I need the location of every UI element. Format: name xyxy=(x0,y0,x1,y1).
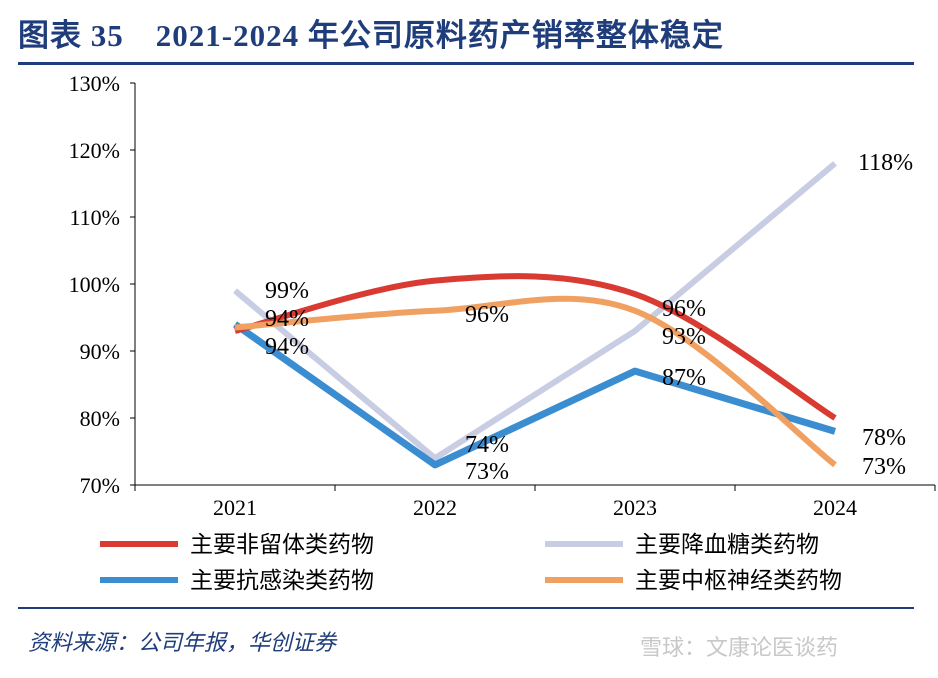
data-label: 87% xyxy=(662,365,706,391)
x-tick-label: 2021 xyxy=(213,495,257,520)
data-label: 73% xyxy=(862,454,906,480)
y-tick-label: 70% xyxy=(80,473,120,498)
title-rule xyxy=(18,62,914,65)
data-label: 96% xyxy=(465,302,509,328)
y-tick-label: 110% xyxy=(69,205,120,230)
legend-label: 主要中枢神经类药物 xyxy=(635,568,842,594)
data-label: 73% xyxy=(465,459,509,485)
source-rule xyxy=(18,607,914,609)
figure-title: 图表 35 2021-2024 年公司原料药产销率整体稳定 xyxy=(18,18,724,53)
y-tick-label: 90% xyxy=(80,339,120,364)
legend-label: 主要非留体类药物 xyxy=(190,532,374,558)
x-tick-label: 2023 xyxy=(613,495,657,520)
legend-label: 主要抗感染类药物 xyxy=(190,568,374,594)
series-line-2 xyxy=(232,321,837,469)
x-tick-label: 2022 xyxy=(413,495,457,520)
y-tick-label: 120% xyxy=(69,138,120,163)
y-tick-label: 100% xyxy=(69,272,120,297)
data-label: 78% xyxy=(862,425,906,451)
data-label: 96% xyxy=(662,296,706,322)
data-label: 99% xyxy=(265,278,309,304)
series-line-1 xyxy=(233,161,837,462)
data-label: 94% xyxy=(265,306,309,332)
line-chart: 70% 80% 90% 100% 110% 120% 130% 2021 2022 2023 202… xyxy=(69,71,936,594)
data-label: 94% xyxy=(265,334,309,360)
data-label: 74% xyxy=(465,432,509,458)
source-note: 资料来源：公司年报，华创证券 xyxy=(28,630,337,655)
data-label: 118% xyxy=(858,150,913,176)
x-tick-label: 2024 xyxy=(813,495,857,520)
watermark: 雪球：文康论医谈药 xyxy=(640,636,839,661)
series-line-3 xyxy=(234,295,837,468)
data-label: 93% xyxy=(662,324,706,350)
y-tick-label: 80% xyxy=(80,406,120,431)
series-line-0 xyxy=(234,273,837,421)
legend-label: 主要降血糖类药物 xyxy=(635,532,819,558)
y-tick-label: 130% xyxy=(69,71,120,96)
